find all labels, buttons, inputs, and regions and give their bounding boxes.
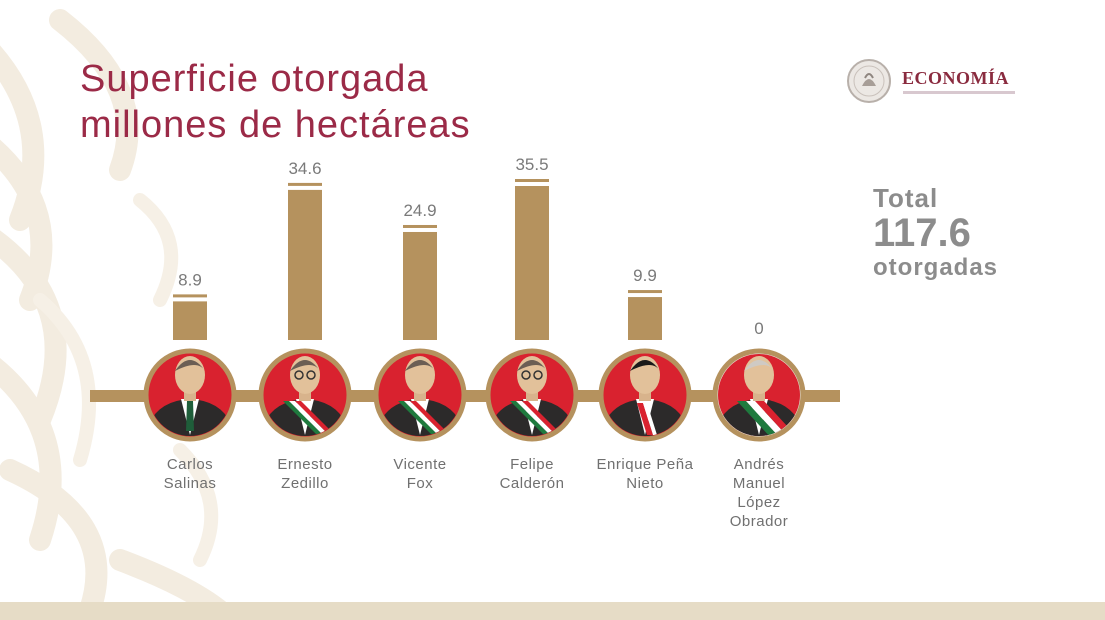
total-sub-label: otorgadas	[873, 254, 999, 281]
bar-1	[288, 189, 322, 340]
president-name-1: Ernesto Zedillo	[240, 455, 370, 493]
economia-logo: ECONOMÍA	[846, 58, 1036, 108]
logo-subtitle-line	[903, 91, 1015, 94]
bars-layer: 8.9 34.6 24.9 35.5 9.9 0	[173, 155, 764, 340]
mexican-eagle-seal-icon	[847, 59, 891, 103]
bar-3	[515, 186, 549, 340]
president-name-line: Felipe	[510, 456, 554, 473]
president-name-line: Calderón	[499, 475, 565, 492]
bar-cap-3	[515, 179, 549, 182]
president-name-line: Manuel	[732, 475, 786, 492]
president-portrait-5	[712, 348, 806, 442]
logo-text: ECONOMÍA	[902, 68, 1009, 88]
president-name-line: Nieto	[626, 475, 664, 492]
bar-4	[628, 297, 662, 340]
value-label-3: 35.5	[515, 155, 548, 174]
president-name-line: Zedillo	[281, 475, 329, 492]
bar-0	[173, 301, 207, 340]
chart-title: Superficie otorgada millones de hectárea…	[80, 56, 471, 148]
president-portrait-3	[485, 348, 579, 442]
bar-cap-1	[288, 182, 322, 186]
bar-cap-2	[403, 224, 437, 228]
total-label: Total	[873, 183, 939, 213]
president-name-line: Obrador	[729, 513, 789, 530]
president-portrait-0	[143, 348, 237, 442]
president-name-line: Salinas	[163, 475, 217, 492]
president-portrait-2	[373, 348, 467, 442]
bottom-stripe	[0, 602, 1105, 620]
president-portrait-1	[258, 348, 352, 442]
president-name-line: López	[737, 494, 781, 511]
president-name-line: Andrés	[733, 456, 785, 473]
title-line-2: millones de hectáreas	[80, 104, 471, 146]
total-box: Total 117.6 otorgadas	[873, 184, 998, 282]
president-name-2: Vicente Fox	[355, 455, 485, 493]
value-label-4: 9.9	[633, 266, 657, 285]
president-name-line: Fox	[406, 475, 434, 492]
president-portrait-4	[598, 348, 692, 442]
value-label-1: 34.6	[288, 159, 321, 178]
portraits-layer	[143, 348, 806, 442]
bar-cap-4	[628, 290, 662, 294]
value-label-5: 0	[754, 319, 763, 338]
president-name-0: Carlos Salinas	[125, 455, 255, 493]
title-line-1: Superficie otorgada	[80, 58, 429, 100]
value-label-2: 24.9	[403, 201, 436, 220]
president-name-5: Andrés Manuel López Obrador	[694, 455, 824, 531]
president-name-line: Vicente	[393, 456, 447, 473]
president-name-line: Ernesto	[277, 456, 333, 473]
president-name-line: Carlos	[166, 456, 214, 473]
value-label-0: 8.9	[178, 270, 202, 289]
president-name-line: Enrique Peña	[596, 456, 694, 473]
president-name-3: Felipe Calderón	[467, 455, 597, 493]
president-name-4: Enrique Peña Nieto	[580, 455, 710, 493]
bar-cap-0	[173, 294, 207, 298]
total-value: 117.6	[873, 211, 971, 255]
bar-2	[403, 231, 437, 340]
